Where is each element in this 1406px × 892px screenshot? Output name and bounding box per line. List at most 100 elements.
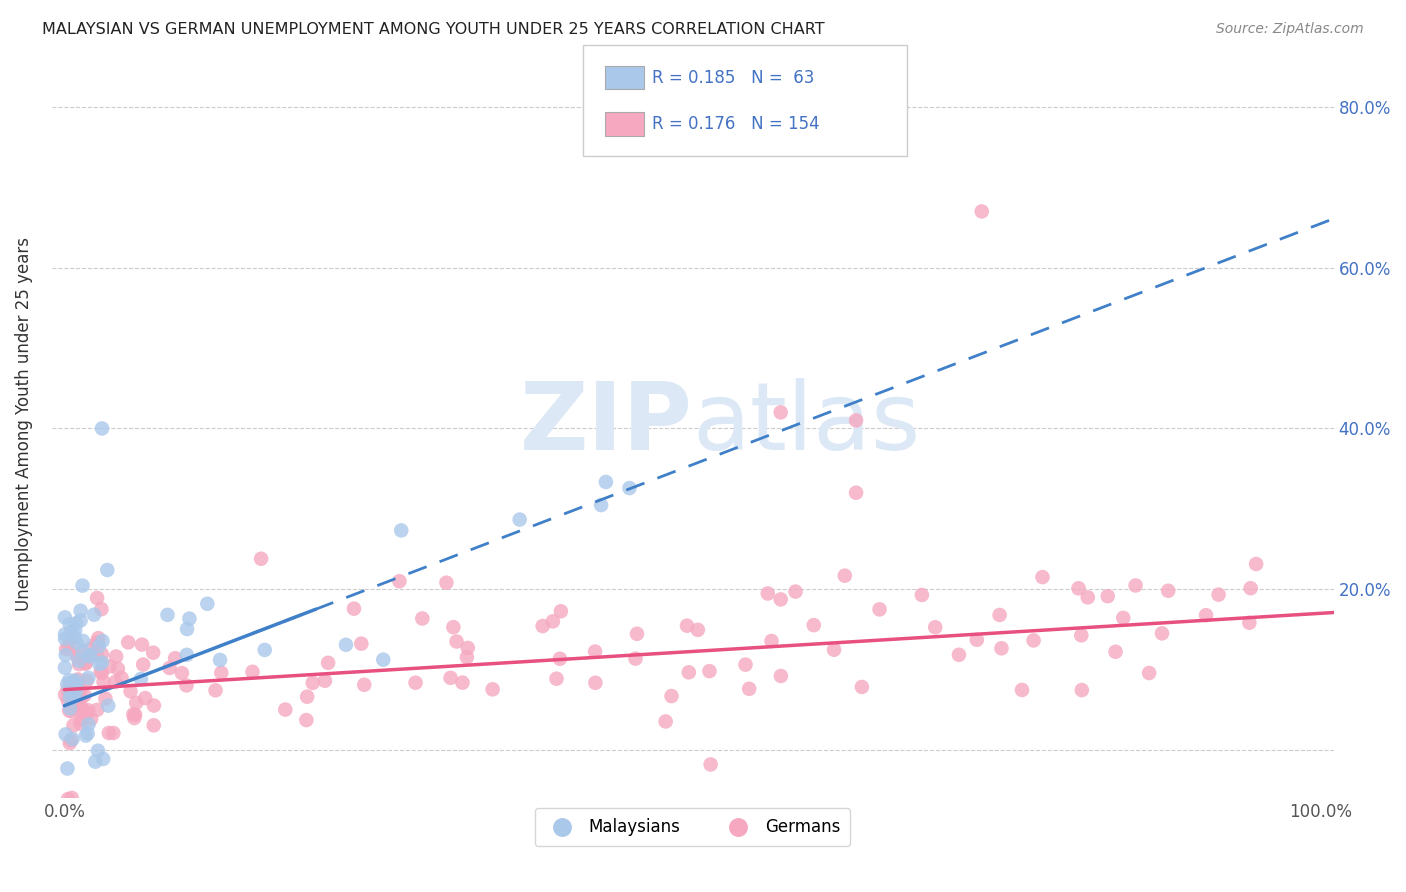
Point <box>1097 589 1119 603</box>
Point <box>53 627 76 641</box>
Legend: Malaysians, Germans: Malaysians, Germans <box>534 808 851 846</box>
Point <box>87 640 110 654</box>
Point <box>66 649 89 664</box>
Point <box>90 665 112 679</box>
Point <box>60 705 83 719</box>
Point <box>1208 588 1230 602</box>
Point <box>73 688 96 702</box>
Point <box>125 696 148 710</box>
Point <box>1070 628 1092 642</box>
Point <box>509 512 531 526</box>
Point <box>253 643 276 657</box>
Point <box>654 714 676 729</box>
Point <box>988 607 1011 622</box>
Point <box>53 610 76 624</box>
Point <box>550 604 572 618</box>
Point <box>90 602 112 616</box>
Point <box>738 681 761 696</box>
Point <box>91 634 114 648</box>
Point <box>1031 570 1053 584</box>
Point <box>55 727 77 741</box>
Point <box>107 662 129 676</box>
Point <box>966 632 988 647</box>
Point <box>456 650 478 665</box>
Point <box>699 664 721 678</box>
Point <box>436 575 458 590</box>
Point <box>93 674 115 689</box>
Point <box>83 607 105 622</box>
Point <box>59 684 82 698</box>
Point <box>76 726 98 740</box>
Point <box>295 690 318 704</box>
Point <box>142 718 165 732</box>
Point <box>65 616 87 631</box>
Point <box>84 636 107 650</box>
Point <box>911 588 934 602</box>
Text: atlas: atlas <box>693 378 921 470</box>
Point <box>405 675 427 690</box>
Point <box>120 684 142 698</box>
Point <box>105 649 128 664</box>
Point <box>591 498 613 512</box>
Point <box>89 657 111 671</box>
Point <box>1240 581 1263 595</box>
Point <box>350 637 373 651</box>
Point <box>60 632 83 647</box>
Point <box>84 755 107 769</box>
Point <box>65 673 87 688</box>
Point <box>595 475 617 489</box>
Point <box>699 757 721 772</box>
Point <box>756 586 779 600</box>
Point <box>1104 645 1126 659</box>
Point <box>110 671 132 685</box>
Point <box>769 592 792 607</box>
Point <box>77 703 100 717</box>
Point <box>65 635 87 649</box>
Point <box>343 601 366 615</box>
Point <box>91 656 114 670</box>
Point <box>91 752 114 766</box>
Point <box>1157 583 1180 598</box>
Point <box>314 673 336 688</box>
Point <box>170 666 193 681</box>
Point <box>72 579 94 593</box>
Point <box>76 673 98 688</box>
Point <box>785 584 807 599</box>
Point <box>1011 683 1033 698</box>
Point <box>97 698 120 713</box>
Point <box>686 623 709 637</box>
Point <box>626 627 648 641</box>
Point <box>1112 611 1135 625</box>
Point <box>208 653 231 667</box>
Point <box>55 648 77 662</box>
Point <box>66 692 89 706</box>
Point <box>70 701 93 715</box>
Point <box>624 651 647 665</box>
Point <box>72 634 94 648</box>
Point <box>69 682 91 697</box>
Point <box>316 656 339 670</box>
Point <box>60 791 83 805</box>
Point <box>274 702 297 716</box>
Point <box>948 648 970 662</box>
Point <box>56 677 79 691</box>
Point <box>845 485 868 500</box>
Point <box>53 688 76 702</box>
Point <box>63 624 86 638</box>
Point <box>62 675 84 690</box>
Point <box>66 673 89 687</box>
Point <box>451 675 474 690</box>
Point <box>72 644 94 658</box>
Point <box>411 611 433 625</box>
Point <box>79 649 101 664</box>
Point <box>91 421 114 435</box>
Point <box>56 792 79 806</box>
Point <box>69 685 91 699</box>
Y-axis label: Unemployment Among Youth under 25 years: Unemployment Among Youth under 25 years <box>15 237 32 611</box>
Point <box>301 676 323 690</box>
Point <box>583 675 606 690</box>
Point <box>142 646 165 660</box>
Point <box>481 682 503 697</box>
Point <box>1239 615 1261 630</box>
Point <box>65 678 87 692</box>
